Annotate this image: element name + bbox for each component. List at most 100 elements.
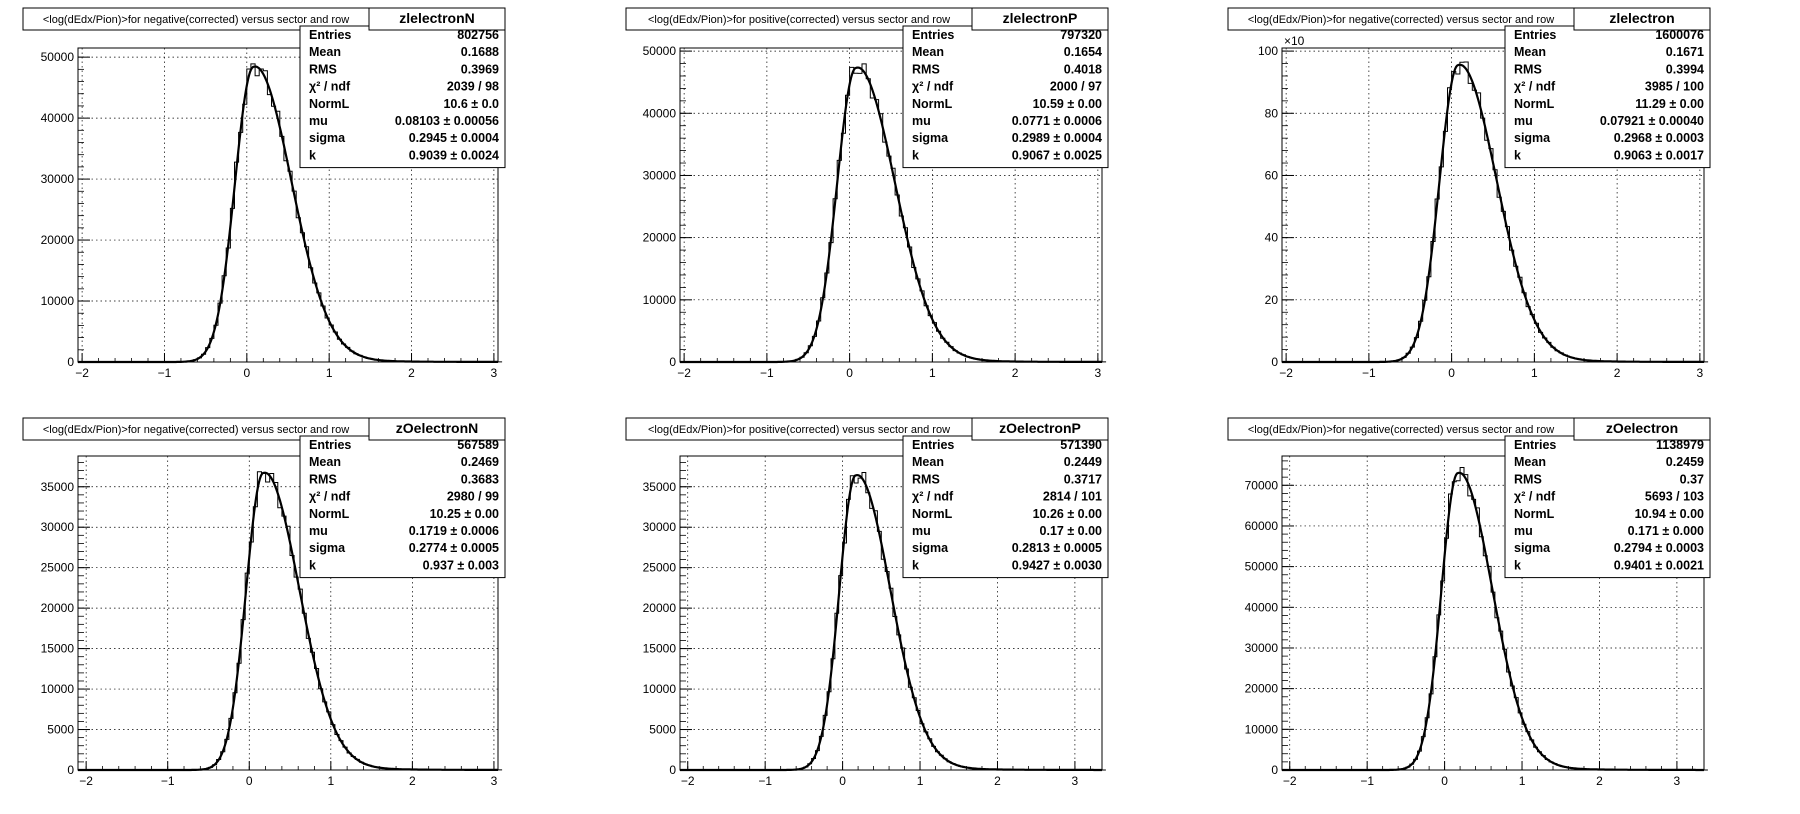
plot-frame: [77, 47, 499, 363]
stats-box: [1504, 25, 1711, 169]
y-tick-label: 30000: [1245, 641, 1279, 655]
histogram-panel-zlelectronN: −2 −1 0 1 2 3 0 10000 20000 30000 40000 50000 <log(d…: [22, 7, 506, 380]
stats-label: mu: [309, 114, 328, 128]
y-tick-label: 0: [1271, 355, 1278, 369]
stats-label: k: [1514, 558, 1521, 572]
histogram-name: zlelectronP: [1003, 10, 1078, 26]
stats-label: Mean: [1514, 45, 1546, 59]
stats-box: [902, 435, 1109, 579]
fit-curve: [78, 471, 498, 772]
x-tick-label: 2: [994, 774, 1001, 788]
stats-label: sigma: [1514, 131, 1551, 145]
y-tick-label: 40000: [41, 111, 75, 125]
histogram-panel-zOelectronN: −2 −1 0 1 2 3 0 5000 10000 15000 20000 25000 30000 35…: [22, 417, 506, 788]
stats-value: 0.0771 ± 0.0006: [1012, 114, 1102, 128]
stats-box: [299, 435, 506, 579]
y-tick-label: 100: [1258, 44, 1278, 58]
x-tick-label: 0: [1441, 774, 1448, 788]
y-tick-label: 20000: [643, 231, 677, 245]
stats-label: k: [309, 558, 316, 572]
x-tick-label: 0: [846, 366, 853, 380]
x-tick-label: −2: [79, 774, 93, 788]
stats-value: 2039 / 98: [447, 80, 499, 94]
stats-label: χ² / ndf: [912, 80, 954, 94]
stats-label: χ² / ndf: [912, 490, 954, 504]
y-tick-label: 25000: [41, 561, 75, 575]
stats-value: 2000 / 97: [1050, 80, 1102, 94]
stats-value: 0.17 ± 0.00: [1040, 524, 1103, 538]
y-tick-label: 0: [669, 355, 676, 369]
histogram-name: zOelectronP: [999, 420, 1081, 436]
stats-value: 0.9063 ± 0.0017: [1614, 148, 1704, 162]
stats-label: mu: [309, 524, 328, 538]
y-tick-label: 60: [1265, 168, 1279, 182]
x-tick-label: −2: [681, 774, 695, 788]
stats-value: 1600076: [1655, 28, 1704, 42]
y-tick-label: 15000: [643, 642, 677, 656]
x-tick-label: 1: [929, 366, 936, 380]
y-tick-label: 35000: [41, 480, 75, 494]
stats-label: Mean: [1514, 455, 1546, 469]
stats-value: 0.3683: [461, 472, 499, 486]
plot-frame: [77, 455, 499, 771]
x-tick-label: −1: [1360, 774, 1374, 788]
stats-value: 10.59 ± 0.00: [1033, 97, 1102, 111]
histogram-title: <log(dEdx/Pion)>for negative(corrected) …: [43, 14, 349, 26]
x-tick-label: 3: [1697, 366, 1704, 380]
x-tick-label: −2: [677, 366, 691, 380]
x-tick-label: −2: [1283, 774, 1297, 788]
y-axis-exponent: ×10: [1284, 34, 1305, 48]
fit-curve: [680, 66, 1102, 364]
histogram-name-box: [368, 7, 506, 31]
x-tick-label: 3: [1674, 774, 1681, 788]
stats-value: 10.6 ± 0.0: [443, 97, 499, 111]
stats-value: 0.2989 ± 0.0004: [1012, 131, 1102, 145]
stats-label: Entries: [1514, 438, 1556, 452]
stats-value: 0.1654: [1064, 45, 1102, 59]
stats-label: Mean: [309, 455, 341, 469]
x-tick-label: 1: [1519, 774, 1526, 788]
y-tick-label: 30000: [643, 168, 677, 182]
stats-value: 0.9401 ± 0.0021: [1614, 558, 1704, 572]
x-tick-label: −1: [161, 774, 175, 788]
x-tick-label: −1: [158, 366, 172, 380]
histogram-title: <log(dEdx/Pion)>for negative(corrected) …: [1248, 14, 1554, 26]
y-tick-label: 40: [1265, 231, 1279, 245]
y-tick-label: 40000: [643, 106, 677, 120]
stats-label: Entries: [912, 28, 954, 42]
stats-value: 0.9427 ± 0.0030: [1012, 558, 1102, 572]
y-tick-label: 35000: [643, 480, 677, 494]
stats-label: k: [912, 148, 919, 162]
y-tick-label: 0: [669, 763, 676, 777]
stats-label: RMS: [1514, 472, 1542, 486]
stats-label: sigma: [912, 131, 949, 145]
y-tick-label: 10000: [643, 682, 677, 696]
plot-frame: [679, 455, 1103, 771]
stats-value: 0.2945 ± 0.0004: [409, 131, 499, 145]
stats-label: χ² / ndf: [309, 80, 351, 94]
stats-label: Mean: [912, 455, 944, 469]
x-tick-label: −2: [75, 366, 89, 380]
x-tick-label: 3: [491, 366, 498, 380]
y-tick-label: 20000: [1245, 682, 1279, 696]
histogram-name-box: [1573, 7, 1711, 31]
y-tick-label: 60000: [1245, 519, 1279, 533]
stats-box: [299, 25, 506, 169]
y-tick-label: 0: [67, 763, 74, 777]
histogram-panel-zlelectron: −2 −1 0 1 2 3 0 20 40 60 80 100 ×10 <log(dEdx/Pion)>f…: [1227, 7, 1711, 380]
stats-value: 0.2794 ± 0.0003: [1614, 541, 1704, 555]
stats-value: 5693 / 103: [1645, 490, 1704, 504]
stats-value: 0.3969: [461, 62, 499, 76]
stats-label: mu: [1514, 524, 1533, 538]
x-tick-label: −2: [1279, 366, 1293, 380]
stats-value: 0.07921 ± 0.00040: [1600, 114, 1704, 128]
stats-value: 0.2968 ± 0.0003: [1614, 131, 1704, 145]
x-tick-label: −1: [760, 366, 774, 380]
y-tick-label: 50000: [41, 50, 75, 64]
stats-value: 0.3994: [1666, 62, 1704, 76]
stats-label: RMS: [309, 472, 337, 486]
histogram-name-box: [971, 7, 1109, 31]
stats-label: k: [1514, 148, 1521, 162]
stats-label: χ² / ndf: [309, 490, 351, 504]
stats-value: 1138979: [1656, 438, 1704, 452]
